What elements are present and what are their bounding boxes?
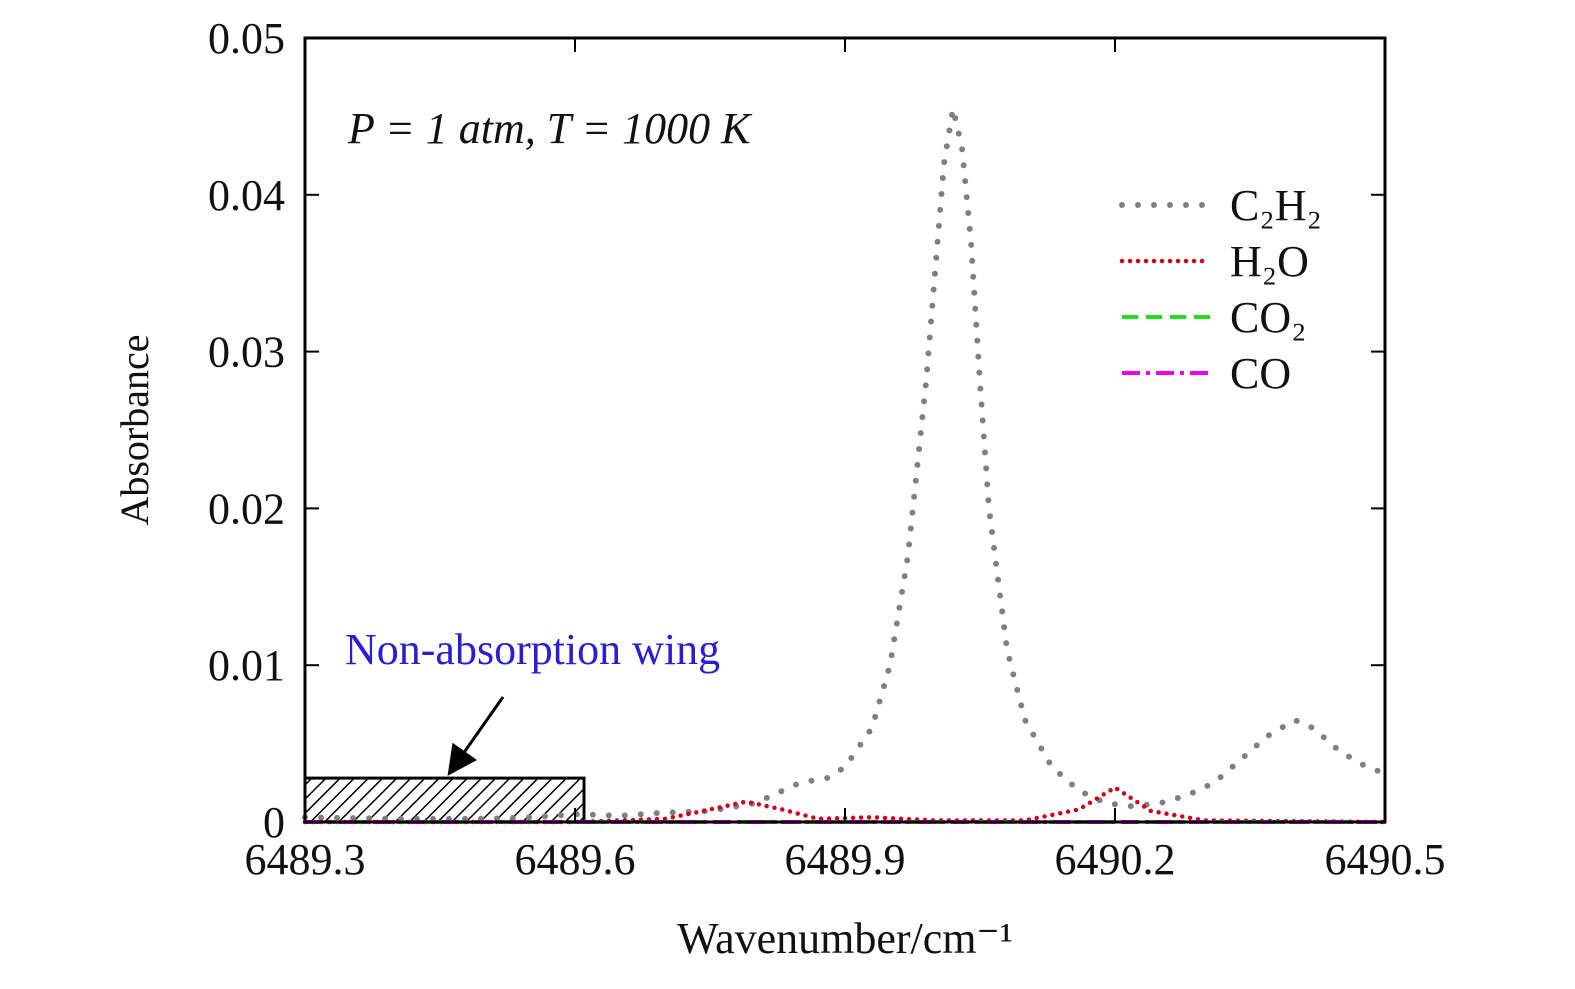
legend-label: CO bbox=[1230, 349, 1291, 398]
y-axis-label: Absorbance bbox=[112, 334, 157, 525]
condition-annotation: P = 1 atm, T = 1000 K bbox=[347, 104, 753, 153]
y-tick-label: 0.05 bbox=[208, 14, 285, 63]
x-axis-label: Wavenumber/cm⁻¹ bbox=[677, 914, 1013, 963]
wing-annotation: Non-absorption wing bbox=[345, 625, 720, 674]
y-tick-label: 0.01 bbox=[208, 641, 285, 690]
x-tick-label: 6489.3 bbox=[245, 835, 366, 884]
y-tick-label: 0.04 bbox=[208, 171, 285, 220]
y-tick-label: 0.02 bbox=[208, 484, 285, 533]
series-line bbox=[302, 107, 1388, 822]
x-tick-label: 6490.2 bbox=[1055, 835, 1176, 884]
legend-label: H₂O bbox=[1230, 237, 1309, 286]
y-tick-label: 0 bbox=[263, 798, 285, 847]
plot-frame bbox=[303, 36, 1387, 824]
legend-label: CO₂ bbox=[1230, 293, 1306, 342]
series-line bbox=[302, 784, 1388, 825]
x-tick-label: 6489.6 bbox=[515, 835, 636, 884]
x-tick-label: 6489.9 bbox=[785, 835, 906, 884]
y-tick-label: 0.03 bbox=[208, 328, 285, 377]
legend-label: C₂H₂ bbox=[1230, 181, 1322, 230]
x-tick-label: 6490.5 bbox=[1325, 835, 1446, 884]
arrow bbox=[447, 696, 505, 776]
